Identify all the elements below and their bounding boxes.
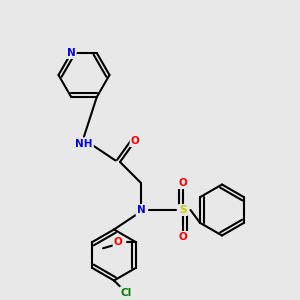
- Text: Cl: Cl: [120, 287, 132, 298]
- Text: S: S: [179, 205, 187, 215]
- Text: N: N: [67, 48, 76, 58]
- Text: NH: NH: [75, 139, 93, 149]
- Text: O: O: [178, 232, 188, 242]
- Text: O: O: [178, 178, 188, 188]
- Text: O: O: [130, 136, 140, 146]
- Text: O: O: [114, 237, 122, 247]
- Text: N: N: [136, 205, 146, 215]
